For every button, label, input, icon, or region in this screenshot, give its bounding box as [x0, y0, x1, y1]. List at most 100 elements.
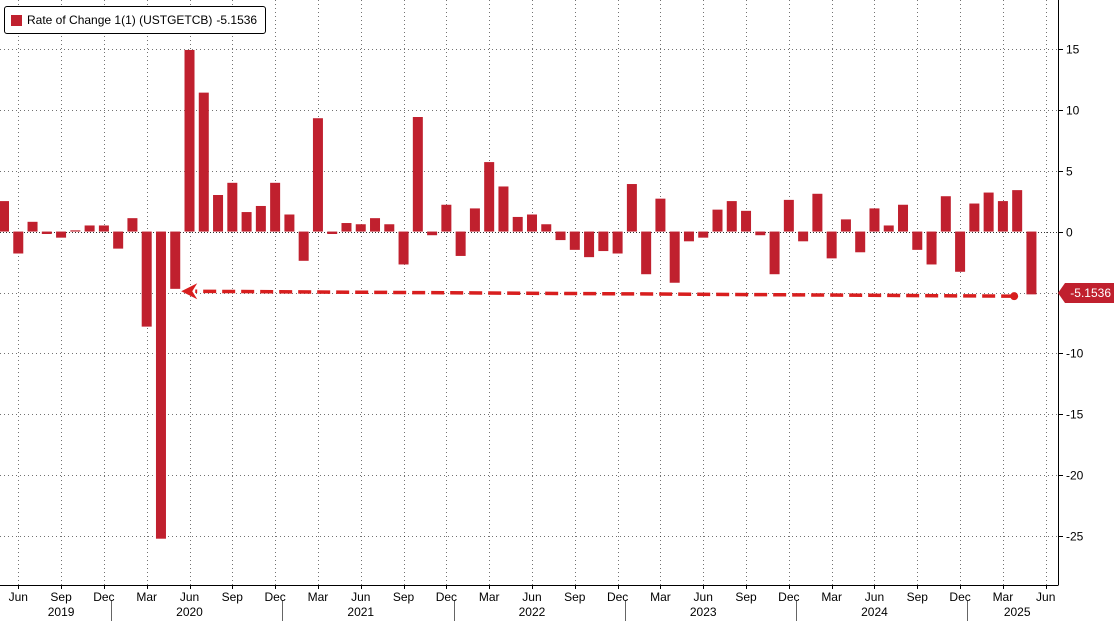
x-month-label: Dec	[949, 590, 970, 604]
bar-2022-12	[612, 231, 623, 254]
bar-2024-09	[912, 231, 923, 250]
bars	[0, 49, 1037, 539]
bar-2024-03	[826, 231, 837, 259]
legend-label: Rate of Change 1(1) (USTGETCB)	[27, 13, 213, 27]
x-month-label: Jun	[694, 590, 713, 604]
bar-2022-02	[469, 208, 480, 232]
bar-2021-10	[412, 117, 423, 232]
x-month-label: Dec	[607, 590, 628, 604]
y-tick-label: -10	[1066, 347, 1084, 361]
bar-2021-11	[427, 231, 438, 236]
annotation-arrow	[181, 283, 1019, 301]
x-month-label: Sep	[393, 590, 415, 604]
bar-2020-05	[170, 231, 181, 289]
bar-2022-03	[484, 162, 495, 232]
bar-2021-03	[312, 118, 323, 232]
x-month-label: Sep	[735, 590, 757, 604]
bar-2024-07	[883, 225, 894, 232]
bar-2021-12	[441, 204, 452, 232]
bar-2020-12	[270, 182, 281, 232]
y-tick-label: 15	[1066, 43, 1080, 57]
y-tick-label: 0	[1066, 226, 1073, 240]
bar-2024-02	[812, 193, 823, 232]
x-year-label: 2019	[48, 605, 75, 619]
x-year-label: 2020	[176, 605, 203, 619]
y-tick-label: -15	[1066, 408, 1084, 422]
bar-2021-06	[355, 224, 366, 232]
bar-2022-10	[584, 231, 595, 258]
bar-2020-01	[113, 231, 124, 249]
bar-2021-04	[327, 231, 338, 234]
bar-2022-06	[526, 214, 537, 232]
x-month-label: Jun	[9, 590, 28, 604]
x-year-label: 2022	[519, 605, 546, 619]
bar-2025-01	[969, 203, 980, 232]
bar-2022-01	[455, 231, 466, 256]
x-month-label: Sep	[564, 590, 586, 604]
legend-swatch	[11, 14, 22, 26]
bar-2022-04	[498, 186, 509, 232]
bar-2020-03	[141, 231, 152, 327]
bar-2023-06	[698, 231, 709, 238]
x-month-label: Jun	[351, 590, 370, 604]
bar-2019-05	[0, 201, 9, 232]
bar-2023-08	[726, 201, 737, 232]
bar-2021-07	[370, 218, 381, 232]
x-month-label: Sep	[907, 590, 929, 604]
x-month-label: Dec	[93, 590, 114, 604]
x-month-label: Mar	[650, 590, 671, 604]
y-tick-label: 5	[1066, 165, 1073, 179]
bar-2025-03	[997, 201, 1008, 232]
bar-2022-05	[512, 216, 523, 232]
bar-2024-10	[926, 231, 937, 265]
arrow-head	[181, 283, 198, 300]
bar-2019-07	[27, 221, 38, 232]
bar-2019-08	[41, 231, 52, 234]
x-month-label: Jun	[180, 590, 199, 604]
bar-2021-05	[341, 223, 352, 232]
bar-2019-11	[84, 225, 95, 232]
last-value-badge: -5.1536	[1058, 283, 1114, 303]
x-month-label: Mar	[308, 590, 329, 604]
y-tick-label: 10	[1066, 104, 1080, 118]
x-month-label: Mar	[479, 590, 500, 604]
bar-2023-11	[769, 231, 780, 275]
bar-2022-08	[555, 231, 566, 241]
legend[interactable]: Rate of Change 1(1) (USTGETCB) -5.1536	[4, 6, 267, 34]
bar-2020-02	[127, 218, 138, 232]
bar-2021-02	[298, 231, 309, 261]
x-month-label: Jun	[865, 590, 884, 604]
bar-2024-08	[898, 204, 909, 232]
bar-2025-02	[983, 192, 994, 232]
bar-2025-05	[1026, 231, 1037, 295]
bar-2021-08	[384, 224, 395, 232]
bar-2019-12	[98, 225, 109, 232]
bar-2020-09	[227, 182, 238, 232]
bar-2023-04	[669, 231, 680, 283]
bar-2022-11	[598, 231, 609, 252]
x-month-label: Mar	[821, 590, 842, 604]
x-year-label: 2023	[690, 605, 717, 619]
bar-2024-12	[955, 231, 966, 272]
bar-2024-05	[855, 231, 866, 253]
bar-2023-05	[683, 231, 694, 242]
x-month-label: Mar	[136, 590, 157, 604]
bar-2024-06	[869, 208, 880, 232]
bar-2019-10	[70, 230, 81, 232]
bar-2020-10	[241, 212, 252, 232]
bar-2024-01	[798, 231, 809, 242]
bar-2025-04	[1012, 190, 1023, 232]
legend-last-value: -5.1536	[216, 13, 258, 27]
bar-2022-09	[569, 231, 580, 250]
bar-2020-07	[198, 92, 209, 232]
bar-2023-07	[712, 209, 723, 232]
bar-2021-01	[284, 214, 295, 232]
bar-2020-04	[155, 231, 166, 539]
x-month-label: Dec	[436, 590, 457, 604]
x-month-label: Jun	[522, 590, 541, 604]
bar-2023-03	[655, 198, 666, 232]
bar-2024-11	[940, 196, 951, 232]
bar-2019-06	[13, 231, 24, 254]
x-month-label: Jun	[1036, 590, 1055, 604]
